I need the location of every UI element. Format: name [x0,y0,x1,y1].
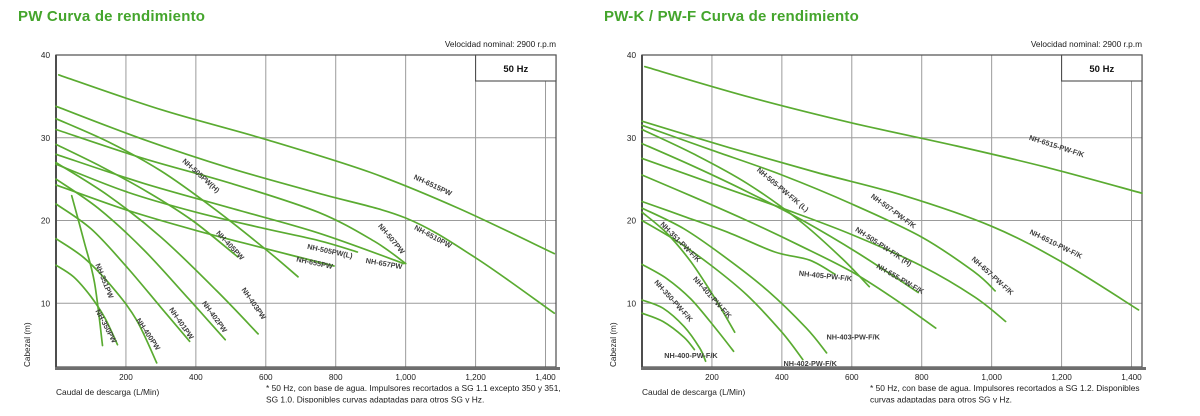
x-tick-label: 1,000 [981,373,1002,382]
pump-curve-NH-401PW [55,203,191,343]
curve-label: NH-405PW [214,229,246,262]
curve-label: NH-505-PW-F/K (H) [854,225,914,269]
x-tick-label: 1,000 [395,373,416,382]
footnote-line: curvas adaptadas para otros SG y Hz. [870,395,1012,404]
curve-label: NH-6510PW [413,223,453,250]
x-tick-label: 1,400 [1121,373,1142,382]
chart-pwkf-plot: NH-350-PW-F/K NH-351-PW-F/K NH-400-PW-F/K N… [602,25,1162,403]
pump-curve-NH-400-PW-F-K [641,299,707,363]
y-tick-label: 30 [627,134,637,143]
x-tick-label: 400 [189,373,203,382]
x-tick-label: 200 [705,373,719,382]
y-tick-label: 10 [41,299,51,308]
curve-label: NH-505-PW-F/K (L) [755,165,811,214]
pump-curve-NH-350PW [55,264,119,346]
y-tick-label: 20 [627,217,637,226]
curve-label: NH-350PW [93,308,118,345]
x-tick-label: 800 [915,373,929,382]
pump-curve-NH-655-PW-F-K [641,174,937,329]
freq-box [1061,54,1143,82]
pump-curve-NH-402PW [55,178,227,341]
x-tick-label: 800 [329,373,343,382]
freq-label: 50 Hz [503,64,528,75]
curve-label: NH-405-PW-F/K [798,269,853,284]
pump-curve-NH-405-PW-F-K [641,200,836,276]
y-tick-label: 40 [41,51,51,60]
chart-pwkf: PW-K / PW-F Curva de rendimiento NH-350-… [602,6,1180,416]
pump-curve-NH-505-PW-F-K-L- [641,128,871,288]
y-tick-label: 40 [627,51,637,60]
chart-pw: PW Curva de rendimiento NH-350PW NH-351PW… [16,6,594,416]
y-tick-label: 20 [41,217,51,226]
pump-curve-NH-6510-PW-F-K [641,120,1140,311]
pump-curve-NH-505PW-H- [55,117,299,278]
chart-pw-title: PW Curva de rendimiento [18,8,206,25]
x-tick-label: 600 [845,373,859,382]
pump-curve-NH-405PW [55,143,239,258]
nominal-speed-note: Velocidad nominal: 2900 r.p.m [1031,39,1142,49]
curve-label: NH-657-PW-F/K [970,255,1016,298]
pump-curve-NH-657PW [55,153,405,265]
pump-curve-NH-507-PW-F-K [641,124,996,292]
x-tick-label: 200 [119,373,133,382]
nominal-speed-note: Velocidad nominal: 2900 r.p.m [445,39,556,49]
chart-pwkf-title: PW-K / PW-F Curva de rendimiento [604,8,859,25]
pump-curve-NH-403PW [55,161,259,335]
footnote-line: * 50 Hz, con base de agua. Impulsores re… [266,383,561,393]
pump-curve-NH-657-PW-F-K [641,157,1007,323]
curve-label: NH-400-PW-F/K [664,351,718,360]
curve-label: NH-400PW [134,316,162,352]
y-tick-label: 10 [627,299,637,308]
curve-label: NH-6510-PW-F/K [1028,227,1084,261]
pump-curve-NH-403-PW-F-K [641,207,828,354]
pump-curve-NH-6515PW [57,74,556,255]
curve-label: NH-401PW [167,306,196,341]
freq-label: 50 Hz [1089,64,1114,75]
x-tick-label: 1,400 [535,373,556,382]
x-tick-label: 600 [259,373,273,382]
freq-box [475,54,557,82]
curve-label: NH-402-PW-F/K [783,359,837,368]
chart-pw-plot: NH-350PW NH-351PW NH-400PW NH-401PW NH-402PW… [16,25,576,403]
y-axis-title: Cabezal (m) [609,322,618,367]
x-tick-label: 400 [775,373,789,382]
curve-label: NH-401-PW-F/K [691,275,734,321]
x-tick-label: 1,200 [465,373,486,382]
pump-curve-NH-400PW [55,237,158,364]
curve-label: NH-507PW [376,222,407,256]
pump-curve-NH-505PW-L- [55,163,359,253]
curve-label: NH-655PW [296,255,334,271]
curve-label: NH-6515PW [412,172,453,198]
y-axis-title: Cabezal (m) [23,322,32,367]
pump-curve-NH-402-PW-F-K [641,219,804,361]
performance-curve-svg: NH-350-PW-F/KNH-351-PW-F/KNH-400-PW-F/KN… [609,39,1146,404]
curve-label: NH-6515-PW-F/K [1028,133,1086,160]
pump-curve-NH-505-PW-F-K-H- [641,142,920,294]
x-tick-label: 1,200 [1051,373,1072,382]
x-axis-title: Caudal de descarga (L/Min) [56,387,160,397]
pump-curve-NH-507PW [55,128,407,265]
pump-curve-NH-350-PW-F-K [641,312,696,351]
pump-curve-NH-6510PW [55,105,556,315]
footnote-line: * 50 Hz, con base de agua. Impulsores re… [870,383,1140,393]
curve-label: NH-403-PW-F/K [827,333,881,342]
footnote-line: SG 1.0. Disponibles curvas adaptadas par… [266,395,484,404]
y-tick-label: 30 [41,134,51,143]
pump-curve-NH-6515-PW-F-K [643,65,1143,195]
x-axis-title: Caudal de descarga (L/Min) [642,387,746,397]
pump-curve-NH-351-PW-F-K [641,211,736,334]
pump-curve-NH-351PW [70,194,104,347]
pump-curve-NH-655PW [55,184,335,267]
pump-curve-NH-401-PW-F-K [641,263,735,353]
